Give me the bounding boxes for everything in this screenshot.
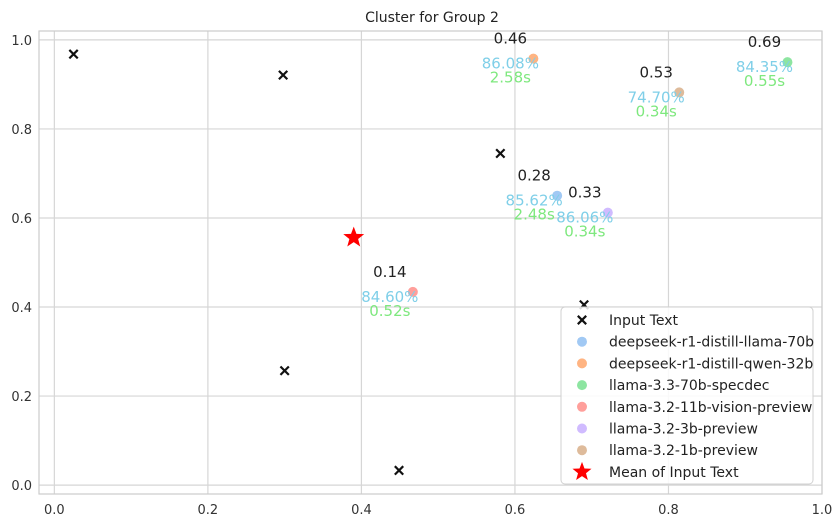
input-text-point <box>495 148 506 159</box>
model-points: 0.28 85.62%2.48s 0.46 86.08%2.58s 0.69 84.35%… <box>361 30 793 320</box>
time-label: 0.34s <box>636 102 677 120</box>
input-text-point <box>68 49 79 60</box>
legend-label: deepseek-r1-distill-qwen-32b <box>609 356 813 372</box>
model-point-group: 0.53 74.70%0.34s <box>628 63 685 120</box>
x-tick-label: 1.0 <box>812 503 833 518</box>
input-text-point <box>279 365 290 376</box>
model-point-group: 0.14 84.60%0.52s <box>361 263 418 320</box>
model-point-group: 0.28 85.62%2.48s <box>506 167 563 224</box>
time-label: 2.48s <box>514 206 555 224</box>
legend-dot-marker <box>577 401 587 412</box>
x-tick-label: 0.0 <box>44 503 65 518</box>
accuracy-label: 84.60% <box>361 288 418 306</box>
legend-dot-marker <box>577 358 587 369</box>
legend-item-input-text: Input Text <box>577 313 679 329</box>
y-tick-label: 0.6 <box>11 212 32 227</box>
legend-item-model: llama-3.2-11b-vision-preview <box>577 400 812 416</box>
score-label: 0.46 <box>494 30 527 48</box>
mean-star-marker <box>343 226 365 247</box>
x-tick-label: 0.6 <box>505 503 526 518</box>
legend-item-model: llama-3.2-1b-preview <box>577 443 758 459</box>
legend-dot-marker <box>577 423 587 434</box>
legend-dot-marker <box>577 445 587 456</box>
time-label: 2.58s <box>490 69 531 87</box>
model-point-group: 0.33 86.06%0.34s <box>556 184 613 241</box>
legend-label: llama-3.2-3b-preview <box>609 422 758 438</box>
legend-label: llama-3.2-1b-preview <box>609 443 758 459</box>
accuracy-label: 84.35% <box>736 58 793 76</box>
time-label: 0.34s <box>564 223 605 241</box>
legend-label: llama-3.2-11b-vision-preview <box>609 400 812 416</box>
chart-title: Cluster for Group 2 <box>365 10 499 26</box>
legend-item-mean: Mean of Input Text <box>572 461 739 481</box>
plot-frame <box>38 30 823 495</box>
score-label: 0.14 <box>373 263 406 281</box>
legend-box <box>560 306 814 485</box>
accuracy-label: 86.06% <box>556 209 613 227</box>
time-label: 0.55s <box>744 72 785 90</box>
model-point <box>674 87 685 98</box>
accuracy-label: 86.08% <box>482 55 539 73</box>
x-tick-label: 0.8 <box>658 503 679 518</box>
y-tick-label: 0.2 <box>11 390 32 405</box>
legend-item-model: llama-3.3-70b-specdec <box>577 378 769 394</box>
model-point <box>552 190 563 201</box>
legend-label: llama-3.3-70b-specdec <box>609 378 769 394</box>
y-tick-label: 1.0 <box>11 34 32 49</box>
input-text-point <box>394 465 405 476</box>
x-tick-label: 0.2 <box>198 503 219 518</box>
legend-dot-marker <box>577 380 587 391</box>
model-point <box>407 286 418 297</box>
input-text-point <box>278 70 289 81</box>
score-label: 0.69 <box>748 33 781 51</box>
mean-marker <box>343 226 365 247</box>
model-point-group: 0.46 86.08%2.58s <box>482 30 539 87</box>
legend-label: Mean of Input Text <box>609 465 739 481</box>
accuracy-label: 74.70% <box>628 88 685 106</box>
legend-star-marker <box>572 461 592 480</box>
legend-item-model: llama-3.2-3b-preview <box>577 422 758 438</box>
legend-x-marker <box>577 315 587 325</box>
time-label: 0.52s <box>369 302 410 320</box>
input-text-points <box>68 49 590 476</box>
legend-item-model: deepseek-r1-distill-qwen-32b <box>577 356 813 372</box>
axis-ticks: 0.0 0.2 0.4 0.6 0.8 1.0 0.0 0.2 0.4 0.6 0.8 1.0 <box>11 34 832 518</box>
legend-item-model: deepseek-r1-distill-llama-70b <box>577 335 814 351</box>
x-tick-label: 0.4 <box>351 503 372 518</box>
score-label: 0.28 <box>517 167 550 185</box>
model-point-group: 0.69 84.35%0.55s <box>736 33 793 90</box>
y-tick-label: 0.4 <box>11 301 32 316</box>
score-label: 0.53 <box>640 63 673 81</box>
legend-label: deepseek-r1-distill-llama-70b <box>609 335 814 351</box>
legend: Input Text deepseek-r1-distill-llama-70b d… <box>560 306 814 485</box>
y-tick-label: 0.8 <box>11 123 32 138</box>
accuracy-label: 85.62% <box>506 192 563 210</box>
model-point <box>602 207 613 218</box>
y-tick-label: 0.0 <box>11 479 32 494</box>
model-point <box>782 57 793 68</box>
legend-dot-marker <box>577 336 587 347</box>
score-label: 0.33 <box>568 184 601 202</box>
model-point <box>528 53 539 64</box>
legend-label: Input Text <box>609 313 679 329</box>
